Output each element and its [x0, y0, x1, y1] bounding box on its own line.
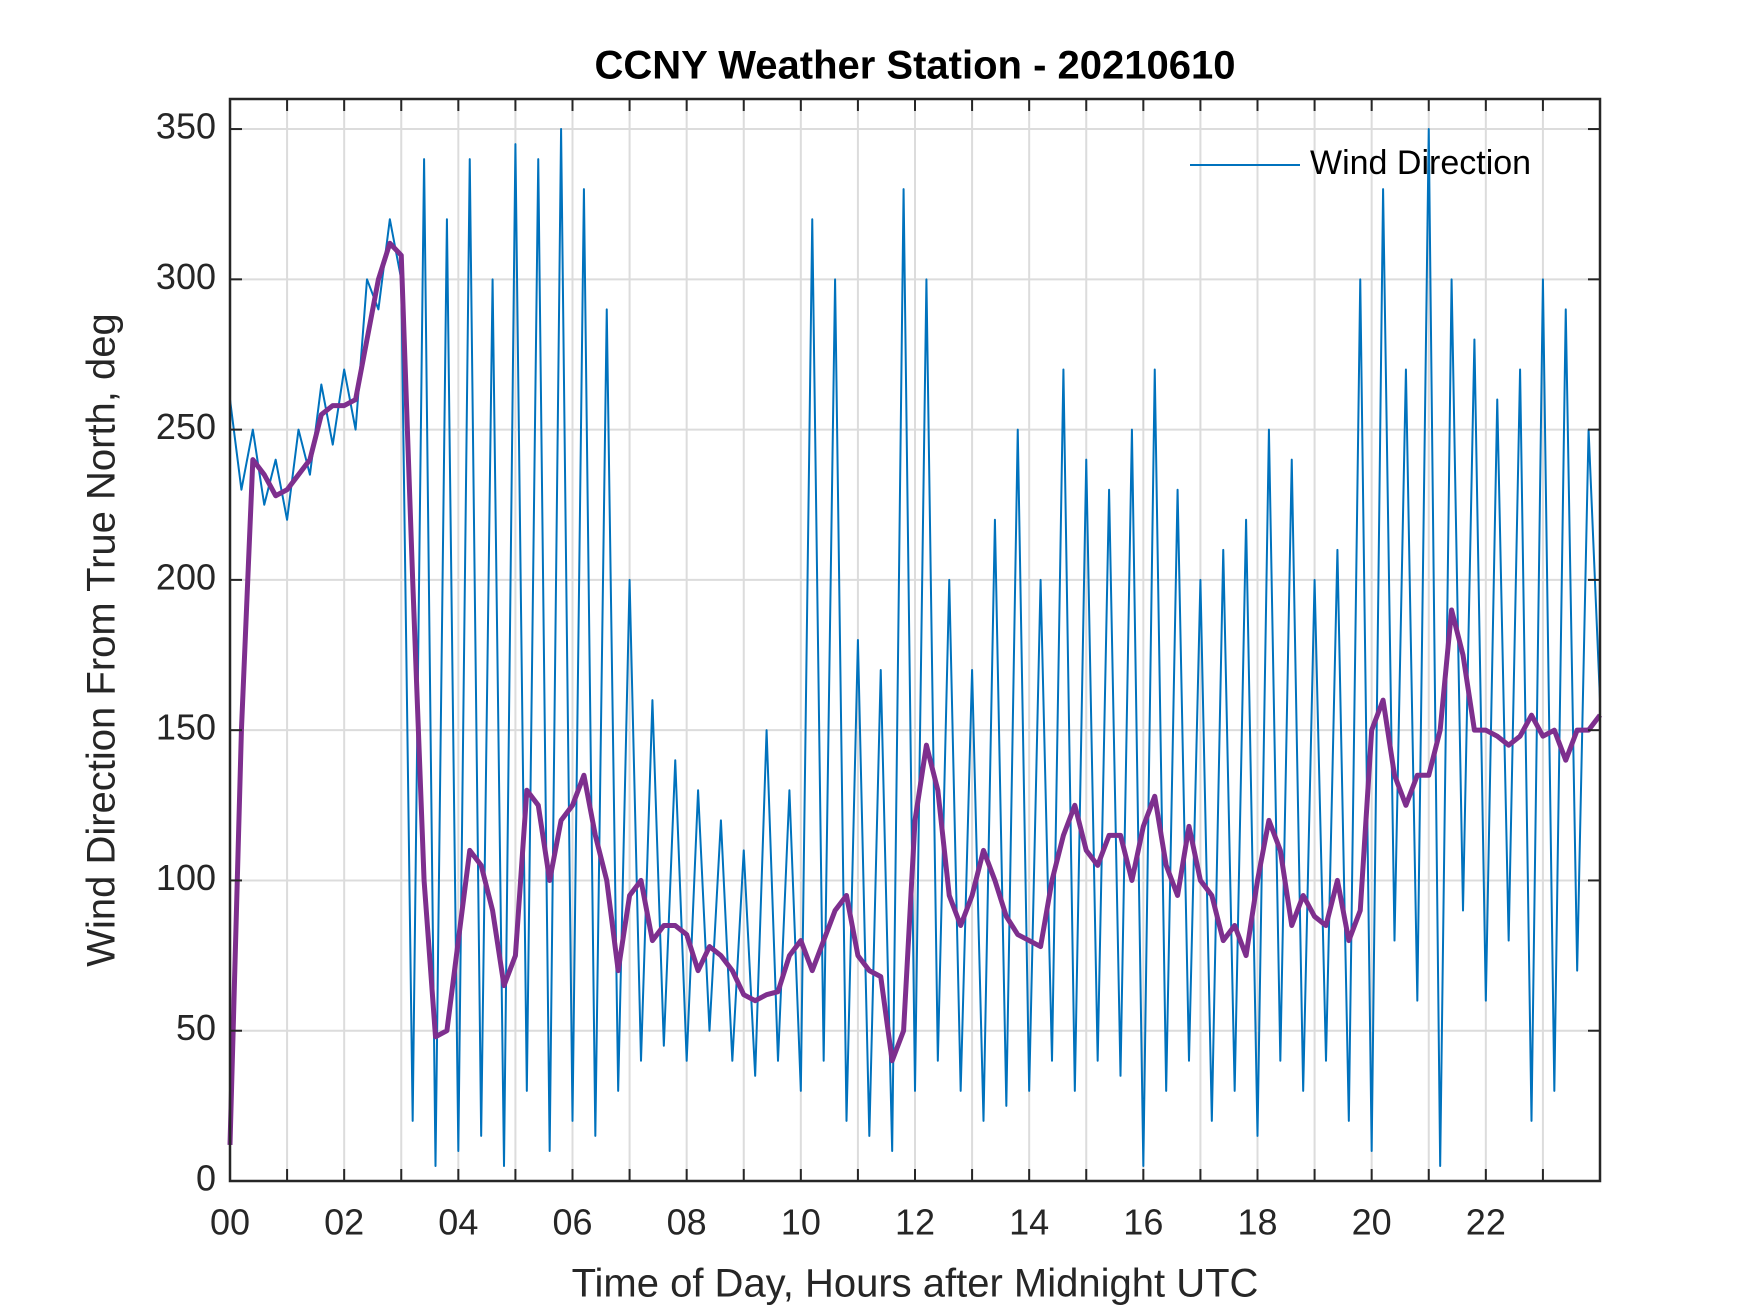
chart-title: CCNY Weather Station - 20210610: [595, 44, 1236, 88]
axes-box: [228, 97, 1602, 1183]
legend: Wind Direction: [1190, 144, 1531, 182]
x-tick-label: 14: [1009, 1202, 1049, 1243]
smoothed-line: [227, 240, 1602, 1145]
y-tick-label: 200: [156, 556, 216, 597]
y-tick-label: 150: [156, 707, 216, 748]
x-axis-label: Time of Day, Hours after Midnight UTC: [572, 1262, 1259, 1306]
x-tick-label: 16: [1123, 1202, 1163, 1243]
x-tick-label: 12: [895, 1202, 935, 1243]
plot-area: [227, 128, 1602, 1167]
x-tick-label: 06: [552, 1202, 592, 1243]
y-tick-label: 350: [156, 106, 216, 147]
x-tick-label: 22: [1466, 1202, 1506, 1243]
y-tick-label: 0: [196, 1158, 216, 1199]
axes: 00 02 04 06 08 10 12 14 16 18 20 22 0 50 100 150 200 250 3…: [156, 97, 1602, 1243]
x-tick-label: 08: [667, 1202, 707, 1243]
x-tick-label: 00: [210, 1202, 250, 1243]
x-tick-label: 04: [438, 1202, 478, 1243]
y-tick-label: 100: [156, 857, 216, 898]
x-tick-label: 20: [1352, 1202, 1392, 1243]
x-tick-label: 18: [1237, 1202, 1277, 1243]
y-tick-label: 300: [156, 256, 216, 297]
y-tick-label: 250: [156, 406, 216, 447]
y-tick-label: 50: [176, 1007, 216, 1048]
y-axis-label: Wind Direction From True North, deg: [80, 313, 124, 967]
x-tick-label: 02: [324, 1202, 364, 1243]
wind-direction-line: [229, 128, 1601, 1167]
legend-label: Wind Direction: [1310, 144, 1531, 182]
x-tick-label: 10: [781, 1202, 821, 1243]
